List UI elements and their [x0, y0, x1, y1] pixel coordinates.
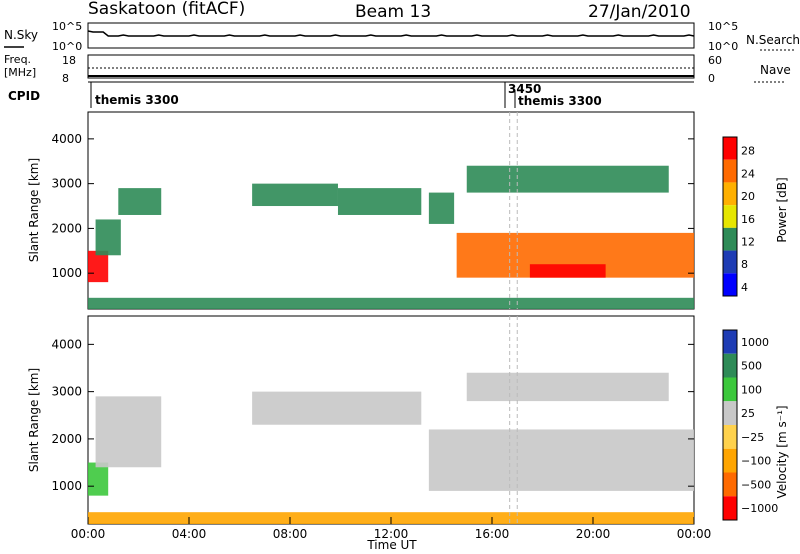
velocity-colorbar: 1000 500 100 25 −25 −100 −500 −1000 [722, 329, 778, 521]
noise-right-tick-top: 10^5 [708, 20, 738, 33]
power-cbar-swatch-3 [723, 205, 737, 228]
time-tick-label-5: 20:00 [576, 527, 611, 541]
noise-right-tick-bottom: 10^0 [708, 40, 738, 53]
power-panel: 1000 2000 3000 4000 Slant Range [km] [27, 111, 695, 310]
vel-cbar-swatch-2 [723, 377, 737, 402]
freq-label-1: Freq. [4, 53, 31, 66]
velocity-panel: 1000 2000 3000 4000 Slant Range [km] [27, 315, 695, 525]
time-axis-label: Time UT [366, 538, 417, 552]
power-region-0 [88, 250, 109, 283]
power-region-9 [88, 297, 694, 309]
cpid-panel: CPID themis 3300 3450 themis 3300 [8, 81, 694, 108]
power-ytick-label-2: 3000 [51, 177, 82, 191]
site-title: Saskatoon (fitACF) [88, 0, 245, 19]
velocity-ylabel: Slant Range [km] [27, 368, 41, 472]
noise-panel: N.Sky 10^5 10^0 10^5 10^0 N.Search [4, 20, 800, 53]
cpid-entry-3: themis 3300 [518, 94, 602, 108]
power-ytick-label-3: 4000 [51, 132, 82, 146]
beam-title: Beam 13 [355, 2, 431, 22]
power-cbar-tick-2: 20 [741, 190, 755, 203]
time-tick-label-2: 08:00 [273, 527, 308, 541]
power-region-4 [337, 188, 422, 215]
vel-cbar-tick-5: −100 [741, 455, 771, 468]
time-tick-label-4: 16:00 [475, 527, 510, 541]
time-tick-label-6: 00:00 [677, 527, 712, 541]
power-cbar-tick-5: 8 [741, 258, 748, 271]
vel-cbar-tick-4: −25 [741, 431, 764, 444]
noise-left-tick-bottom: 10^0 [52, 40, 82, 53]
vel-cbar-swatch-0 [723, 330, 737, 354]
cpid-entry-2: 3450 [508, 82, 541, 96]
power-ytick-label-1: 2000 [51, 221, 82, 235]
time-axis: 00:00 04:00 08:00 12:00 16:00 20:00 00:00 [71, 517, 712, 541]
vel-cbar-tick-7: −1000 [741, 502, 778, 515]
cpid-label: CPID [8, 89, 40, 103]
freq-right-tick-top: 60 [708, 54, 722, 67]
velocity-ytick-label-0: 1000 [51, 479, 82, 493]
velocity-region-3 [428, 429, 694, 491]
power-cbar-swatch-6 [723, 273, 737, 296]
power-cbar-tick-0: 28 [741, 145, 755, 158]
nave-label: Nave [760, 63, 791, 77]
power-heatmap [88, 165, 694, 309]
vel-cbar-swatch-1 [723, 353, 737, 378]
time-tick-label-3: 12:00 [374, 527, 409, 541]
freq-panel: Freq. [MHz] 18 8 60 0 Nave [4, 53, 791, 85]
vel-cbar-swatch-4 [723, 425, 737, 449]
velocity-colorbar-label: Velocity [m s⁻¹] [775, 405, 789, 498]
vel-cbar-tick-6: −500 [741, 478, 771, 491]
freq-right-tick-bottom: 0 [708, 72, 715, 85]
velocity-y-axis: 1000 2000 3000 4000 [51, 316, 694, 524]
velocity-region-1 [95, 396, 162, 468]
power-colorbar-label: Power [dB] [775, 177, 789, 242]
freq-left-tick-bottom: 8 [62, 72, 69, 85]
noise-left-tick-top: 10^5 [52, 20, 82, 33]
power-cbar-tick-6: 4 [741, 281, 748, 294]
power-region-2 [118, 188, 162, 215]
vel-cbar-tick-0: 1000 [741, 336, 769, 349]
cpid-entry-1: themis 3300 [95, 93, 179, 107]
power-cbar-swatch-0 [723, 137, 737, 160]
freq-label-2: [MHz] [4, 66, 36, 79]
power-region-7 [529, 264, 606, 278]
velocity-region-0 [88, 462, 109, 496]
velocity-ytick-label-2: 3000 [51, 385, 82, 399]
power-y-axis: 1000 2000 3000 4000 [51, 112, 694, 309]
power-cbar-swatch-4 [723, 227, 737, 251]
power-cbar-tick-3: 16 [741, 213, 755, 226]
power-region-5 [428, 192, 455, 224]
power-cbar-swatch-5 [723, 250, 737, 274]
power-cbar-tick-4: 12 [741, 235, 755, 248]
velocity-ytick-label-3: 4000 [51, 337, 82, 351]
vel-cbar-swatch-6 [723, 472, 737, 497]
power-cbar-swatch-1 [723, 159, 737, 183]
vel-cbar-swatch-7 [723, 496, 737, 520]
noise-sky-trace [87, 30, 695, 37]
power-region-8 [466, 165, 669, 193]
vel-cbar-frame [722, 329, 738, 521]
noise-left-label: N.Sky [4, 28, 38, 42]
power-cbar-frame [722, 136, 738, 297]
freq-left-tick-top: 18 [62, 54, 76, 67]
power-cbar-tick-1: 24 [741, 167, 755, 180]
noise-right-label: N.Search [746, 33, 800, 47]
vel-cbar-swatch-3 [723, 401, 737, 425]
time-tick-label-1: 04:00 [172, 527, 207, 541]
power-ylabel: Slant Range [km] [27, 158, 41, 262]
velocity-ytick-label-1: 2000 [51, 432, 82, 446]
vel-cbar-tick-2: 100 [741, 383, 762, 396]
vel-cbar-tick-1: 500 [741, 360, 762, 373]
time-tick-label-0: 00:00 [71, 527, 106, 541]
date-title: 27/Jan/2010 [588, 2, 691, 22]
power-ytick-label-0: 1000 [51, 266, 82, 280]
vel-cbar-tick-3: 25 [741, 407, 755, 420]
power-colorbar: 28 24 20 16 12 8 4 [722, 136, 755, 297]
power-cbar-swatch-2 [723, 182, 737, 206]
velocity-region-4 [466, 372, 669, 402]
vel-cbar-swatch-5 [723, 448, 737, 473]
power-region-1 [95, 219, 121, 256]
velocity-region-2 [252, 391, 422, 425]
power-region-3 [252, 183, 338, 207]
